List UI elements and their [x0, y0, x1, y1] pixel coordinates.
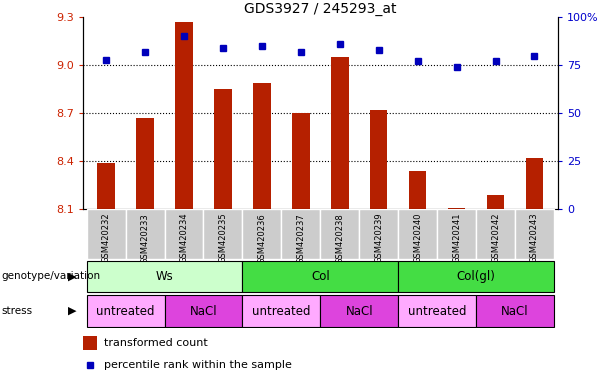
Bar [164, 209, 204, 259]
Bar [476, 295, 554, 327]
Text: GSM420241: GSM420241 [452, 213, 461, 263]
Bar [136, 118, 154, 209]
Bar [175, 22, 192, 209]
Bar [242, 295, 321, 327]
Bar [204, 209, 242, 259]
Text: GSM420235: GSM420235 [218, 213, 227, 263]
Text: stress: stress [1, 306, 32, 316]
Bar [242, 209, 281, 259]
Text: genotype/variation: genotype/variation [1, 271, 101, 281]
Bar [253, 83, 271, 209]
Text: untreated: untreated [408, 305, 466, 318]
Text: NaCl: NaCl [189, 305, 217, 318]
Bar [321, 209, 359, 259]
Bar [515, 209, 554, 259]
Title: GDS3927 / 245293_at: GDS3927 / 245293_at [244, 2, 397, 16]
Text: GSM420234: GSM420234 [180, 213, 189, 263]
Text: transformed count: transformed count [104, 338, 208, 348]
Text: ▶: ▶ [68, 306, 77, 316]
Text: NaCl: NaCl [501, 305, 529, 318]
Text: GSM420240: GSM420240 [413, 213, 422, 263]
Text: Col(gl): Col(gl) [457, 270, 495, 283]
Text: untreated: untreated [252, 305, 311, 318]
Bar [398, 209, 437, 259]
Bar [331, 57, 349, 209]
Text: GSM420233: GSM420233 [140, 213, 150, 263]
Text: Col: Col [311, 270, 330, 283]
Text: GSM420238: GSM420238 [335, 213, 345, 263]
Text: GSM420242: GSM420242 [491, 213, 500, 263]
Bar [448, 208, 465, 209]
Text: NaCl: NaCl [345, 305, 373, 318]
Bar [292, 113, 310, 209]
Bar [487, 195, 504, 209]
Bar [476, 209, 515, 259]
Text: ▶: ▶ [68, 271, 77, 281]
Bar [321, 295, 398, 327]
Bar [370, 110, 387, 209]
Bar [164, 295, 242, 327]
Bar [126, 209, 164, 259]
Bar [86, 209, 126, 259]
Bar [398, 295, 476, 327]
Text: GSM420236: GSM420236 [257, 213, 267, 263]
Text: untreated: untreated [96, 305, 155, 318]
Bar [359, 209, 398, 259]
Text: GSM420239: GSM420239 [374, 213, 383, 263]
Text: percentile rank within the sample: percentile rank within the sample [104, 359, 292, 369]
Bar [526, 158, 543, 209]
Text: GSM420237: GSM420237 [296, 213, 305, 263]
Text: GSM420243: GSM420243 [530, 213, 539, 263]
Bar [398, 261, 554, 292]
Bar [437, 209, 476, 259]
Bar [83, 336, 97, 349]
Text: GSM420232: GSM420232 [102, 213, 110, 263]
Bar [86, 295, 164, 327]
Text: Ws: Ws [156, 270, 173, 283]
Bar [214, 89, 232, 209]
Bar [242, 261, 398, 292]
Bar [281, 209, 321, 259]
Bar [409, 171, 427, 209]
Bar [86, 261, 242, 292]
Bar [97, 163, 115, 209]
